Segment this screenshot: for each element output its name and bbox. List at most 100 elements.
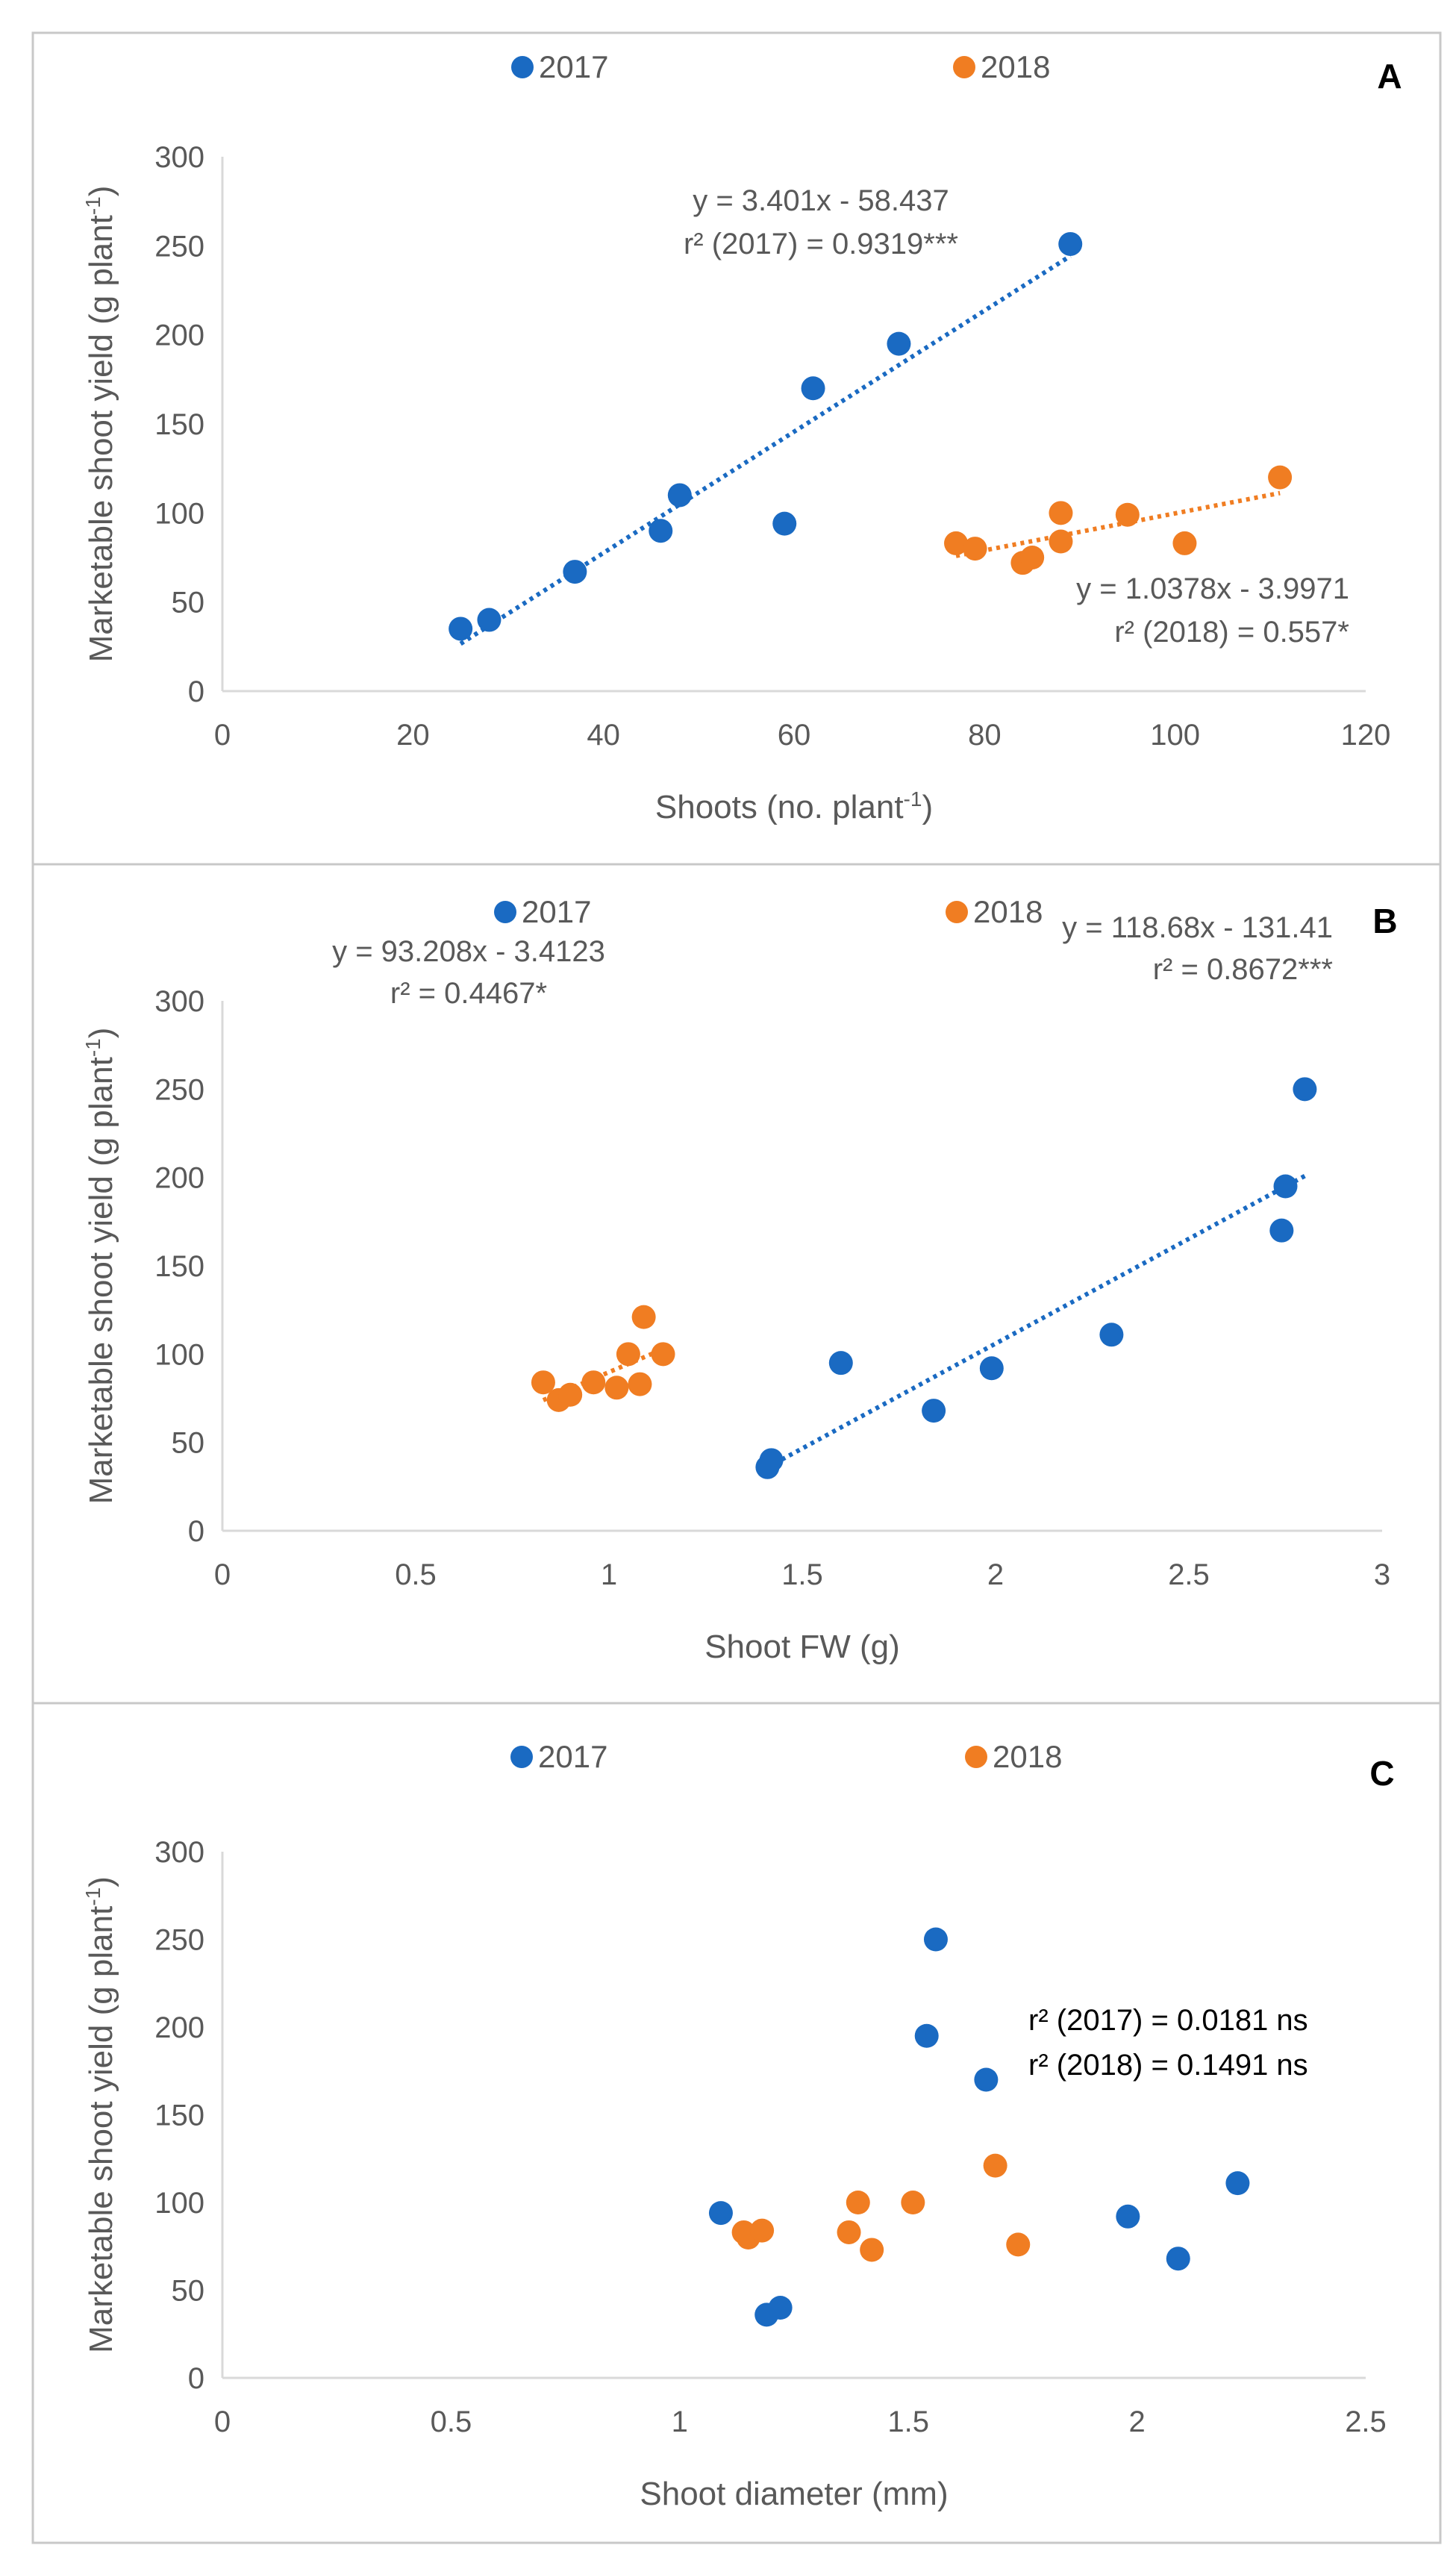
x-tick-label: 2: [1128, 2405, 1145, 2438]
x-tick-label: 0: [214, 1558, 231, 1591]
data-point-2017: [1269, 1218, 1294, 1243]
x-tick-label: 2.5: [1345, 2405, 1387, 2438]
data-point-2018: [1049, 529, 1073, 554]
data-point-2018: [837, 2220, 861, 2244]
panel-b: 0 0.5 1 1.5 2 2.5 3 0 50 100 150 200 250 300 Shoot FW …: [31, 863, 1442, 1705]
y-tick-label: 200: [154, 319, 204, 352]
data-point-2018: [558, 1382, 583, 1407]
x-tick-label: 1.5: [781, 1558, 823, 1591]
data-point-2017: [914, 2023, 939, 2048]
legend-label-2018: 2018: [973, 894, 1043, 929]
legend-marker-2017: [494, 901, 516, 923]
legend-label-2017: 2017: [538, 1739, 607, 1774]
data-point-2017: [974, 2067, 999, 2092]
panel-label: B: [1372, 902, 1397, 940]
data-point-2017: [772, 511, 797, 536]
data-point-2018: [1020, 546, 1045, 569]
x-tick-label: 40: [587, 719, 620, 752]
panel-border: [31, 31, 1442, 866]
axis-title-text: ): [922, 789, 933, 825]
data-point-2018: [860, 2238, 884, 2262]
x-tick-label: 0: [214, 2405, 231, 2438]
legend-label-2017: 2017: [522, 894, 591, 929]
y-tick-label: 0: [188, 675, 204, 708]
panel-c: 0 0.5 1 1.5 2 2.5 0 50 100 150 200 250 300 Shoot diam…: [31, 1702, 1442, 2544]
data-point-2018: [531, 1370, 555, 1395]
y-axis-title: Marketable shoot yield (g plant-1): [81, 186, 119, 663]
data-point-2017: [1099, 1323, 1124, 1347]
x-tick-label: 0.5: [431, 2405, 472, 2438]
y-tick-label: 0: [188, 1515, 204, 1548]
data-point-2018: [1115, 502, 1140, 527]
legend-marker-2017: [511, 56, 534, 78]
data-point-2017: [563, 560, 587, 584]
data-point-2018: [963, 537, 987, 561]
panel-label: C: [1369, 1754, 1394, 1793]
trendline-2017: [459, 254, 1072, 646]
legend-marker-2018: [946, 901, 968, 923]
regression-annotation: r² (2018) = 0.557*: [1114, 616, 1349, 649]
legend-label-2017: 2017: [539, 49, 608, 84]
y-tick-label: 100: [154, 1338, 204, 1371]
panel-label: A: [1377, 57, 1402, 96]
data-point-2017: [477, 608, 502, 632]
y-tick-label: 150: [154, 2099, 204, 2132]
x-tick-label: 20: [396, 719, 430, 752]
x-tick-label: 2.5: [1168, 1558, 1210, 1591]
y-tick-label: 300: [154, 985, 204, 1018]
data-point-2017: [801, 376, 825, 401]
axis-title-superscript: -1: [81, 1888, 104, 1906]
x-axis-title: Shoot FW (g): [704, 1629, 900, 1665]
y-tick-label: 50: [172, 1427, 205, 1460]
axis-title-text: Marketable shoot yield (g plant: [83, 215, 119, 662]
regression-annotation: r² = 0.4467*: [390, 977, 547, 1010]
regression-annotation: y = 93.208x - 3.4123: [332, 935, 605, 968]
regression-annotation: r² (2017) = 0.0181 ns: [1028, 2004, 1308, 2037]
y-axis-title: Marketable shoot yield (g plant-1): [81, 1876, 119, 2353]
data-point-2018: [628, 1372, 652, 1396]
data-point-2018: [750, 2218, 775, 2243]
y-tick-label: 250: [154, 1924, 204, 1957]
panel-a: 0 20 40 60 80 100 120 0 50 100 150 200 250 300 Shoots …: [31, 31, 1442, 866]
legend-label-2018: 2018: [981, 49, 1050, 84]
y-tick-label: 150: [154, 408, 204, 441]
x-tick-label: 0.5: [395, 1558, 437, 1591]
data-point-2017: [768, 2296, 793, 2320]
data-point-2017: [1058, 231, 1083, 256]
axis-title-text: ): [83, 186, 119, 197]
data-point-2018: [581, 1370, 606, 1395]
axis-title-text: Marketable shoot yield (g plant: [83, 1057, 119, 1504]
x-tick-label: 0: [214, 719, 231, 752]
data-point-2018: [1172, 531, 1197, 555]
data-point-2017: [887, 331, 911, 356]
y-tick-label: 200: [154, 1162, 204, 1195]
data-point-2017: [979, 1356, 1004, 1381]
regression-annotation: r² (2017) = 0.9319***: [684, 228, 958, 260]
axis-title-text: Shoots (no. plant: [655, 789, 904, 825]
data-point-2017: [1273, 1174, 1298, 1199]
panel-border: [31, 1702, 1442, 2544]
data-point-2018: [846, 2191, 870, 2214]
data-point-2018: [616, 1342, 640, 1367]
data-point-2017: [1166, 2247, 1190, 2271]
data-point-2018: [1006, 2232, 1031, 2257]
data-point-2017: [922, 1399, 946, 1423]
y-tick-label: 100: [154, 497, 204, 530]
regression-annotation: r² (2018) = 0.1491 ns: [1028, 2049, 1308, 2082]
y-tick-label: 0: [188, 2362, 204, 2395]
data-point-2017: [708, 2201, 733, 2226]
regression-annotation: y = 3.401x - 58.437: [693, 184, 949, 217]
trendline-2018: [955, 490, 1281, 558]
x-tick-label: 3: [1374, 1558, 1390, 1591]
y-tick-label: 50: [172, 587, 205, 619]
data-point-2018: [944, 531, 969, 555]
data-point-2017: [828, 1351, 853, 1376]
y-tick-label: 150: [154, 1250, 204, 1283]
data-point-2018: [651, 1342, 675, 1367]
x-tick-label: 1: [672, 2405, 688, 2438]
x-tick-label: 60: [778, 719, 811, 752]
axis-title-text: ): [83, 1028, 119, 1039]
legend-marker-2018: [965, 1746, 987, 1768]
data-point-2018: [604, 1376, 629, 1400]
